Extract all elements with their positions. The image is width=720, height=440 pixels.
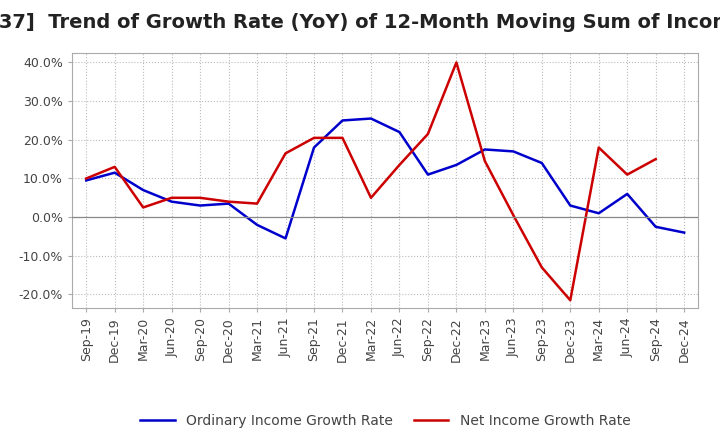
Ordinary Income Growth Rate [338, 118, 347, 123]
Ordinary Income Growth Rate [423, 172, 432, 177]
Net Income Growth Rate [310, 135, 318, 140]
Net Income Growth Rate [139, 205, 148, 210]
Ordinary Income Growth Rate [652, 224, 660, 229]
Net Income Growth Rate [167, 195, 176, 201]
Net Income Growth Rate [196, 195, 204, 201]
Net Income Growth Rate [282, 150, 290, 156]
Ordinary Income Growth Rate [110, 170, 119, 175]
Ordinary Income Growth Rate [480, 147, 489, 152]
Net Income Growth Rate [537, 265, 546, 270]
Net Income Growth Rate [623, 172, 631, 177]
Ordinary Income Growth Rate [167, 199, 176, 204]
Ordinary Income Growth Rate [282, 236, 290, 241]
Ordinary Income Growth Rate [595, 211, 603, 216]
Ordinary Income Growth Rate [253, 222, 261, 227]
Ordinary Income Growth Rate [366, 116, 375, 121]
Net Income Growth Rate [566, 297, 575, 303]
Net Income Growth Rate [509, 213, 518, 218]
Ordinary Income Growth Rate [537, 160, 546, 165]
Net Income Growth Rate [366, 195, 375, 201]
Net Income Growth Rate [423, 132, 432, 137]
Legend: Ordinary Income Growth Rate, Net Income Growth Rate: Ordinary Income Growth Rate, Net Income … [135, 409, 636, 434]
Ordinary Income Growth Rate [139, 187, 148, 193]
Ordinary Income Growth Rate [509, 149, 518, 154]
Net Income Growth Rate [452, 60, 461, 65]
Net Income Growth Rate [395, 162, 404, 168]
Net Income Growth Rate [110, 164, 119, 169]
Net Income Growth Rate [225, 199, 233, 204]
Ordinary Income Growth Rate [680, 230, 688, 235]
Ordinary Income Growth Rate [395, 129, 404, 135]
Net Income Growth Rate [480, 158, 489, 164]
Ordinary Income Growth Rate [196, 203, 204, 208]
Net Income Growth Rate [595, 145, 603, 150]
Net Income Growth Rate [82, 176, 91, 181]
Net Income Growth Rate [652, 157, 660, 162]
Net Income Growth Rate [253, 201, 261, 206]
Text: [8037]  Trend of Growth Rate (YoY) of 12-Month Moving Sum of Incomes: [8037] Trend of Growth Rate (YoY) of 12-… [0, 13, 720, 32]
Line: Net Income Growth Rate: Net Income Growth Rate [86, 62, 656, 300]
Ordinary Income Growth Rate [566, 203, 575, 208]
Ordinary Income Growth Rate [310, 145, 318, 150]
Ordinary Income Growth Rate [82, 178, 91, 183]
Ordinary Income Growth Rate [623, 191, 631, 197]
Line: Ordinary Income Growth Rate: Ordinary Income Growth Rate [86, 118, 684, 238]
Ordinary Income Growth Rate [225, 201, 233, 206]
Net Income Growth Rate [338, 135, 347, 140]
Ordinary Income Growth Rate [452, 162, 461, 168]
